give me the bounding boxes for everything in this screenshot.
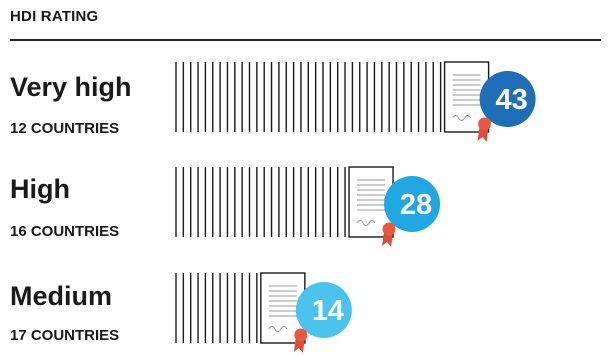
signature-scribble — [356, 220, 376, 226]
ribbon-medal — [382, 222, 396, 236]
ribbon-badge-icon — [477, 117, 492, 142]
category-label-very-high: Very high — [10, 72, 132, 102]
sublabel-medium: 17 COUNTRIES — [10, 327, 120, 344]
category-label-high: High — [10, 174, 70, 204]
category-label-medium: Medium — [10, 281, 113, 311]
value-circle — [384, 176, 441, 232]
ribbon-medal — [294, 328, 308, 342]
sublabel-high: 16 COUNTRIES — [10, 223, 120, 240]
bar-very-high: 43 — [175, 61, 536, 142]
value-label: 28 — [400, 189, 432, 221]
ribbon-badge-icon — [293, 328, 308, 353]
value-circle — [295, 282, 352, 338]
value-label: 43 — [495, 84, 527, 116]
ribbon-badge-icon — [382, 222, 396, 247]
ribbon-medal — [478, 117, 492, 131]
sublabel-very-high: 12 COUNTRIES — [10, 120, 120, 137]
signature-scribble — [268, 326, 288, 332]
title-divider — [10, 39, 601, 41]
bar-high: 28 — [175, 166, 441, 247]
value-circle — [479, 71, 536, 127]
page-title: HDI RATING — [10, 8, 99, 25]
signature-scribble — [452, 115, 472, 121]
value-label: 14 — [312, 295, 344, 327]
bar-medium: 14 — [175, 272, 352, 353]
